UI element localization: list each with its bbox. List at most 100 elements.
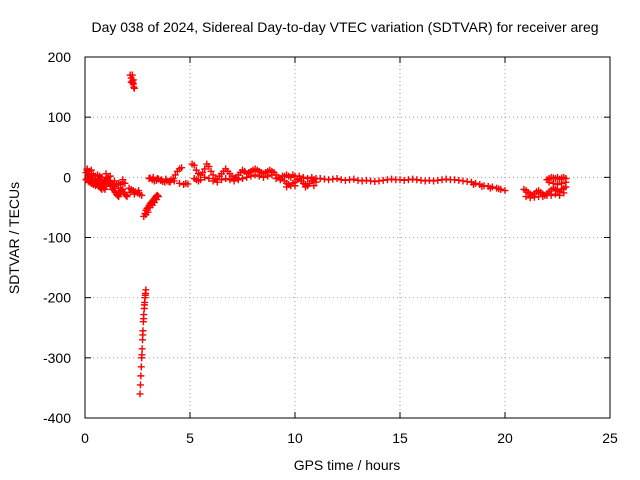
- x-tick-label: 25: [602, 430, 618, 446]
- data-point: [560, 189, 568, 197]
- data-point: [308, 173, 316, 181]
- data-point: [140, 315, 148, 323]
- data-point: [562, 178, 570, 186]
- data-point: [201, 173, 209, 181]
- data-point: [310, 182, 318, 190]
- data-point: [478, 182, 486, 190]
- grid: [85, 57, 610, 418]
- data-point: [302, 183, 309, 191]
- data-point: [137, 363, 145, 371]
- chart-title: Day 038 of 2024, Sidereal Day-to-day VTE…: [91, 19, 598, 35]
- data-point: [190, 161, 198, 169]
- data-point: [251, 171, 259, 179]
- data-point: [152, 196, 160, 204]
- data-point: [243, 173, 251, 181]
- data-point: [207, 167, 215, 175]
- data-point: [115, 179, 123, 187]
- data-point: [556, 191, 564, 199]
- data-point: [102, 170, 110, 178]
- data-point: [222, 175, 230, 183]
- data-point: [130, 84, 138, 92]
- data-point: [94, 171, 102, 179]
- data-point: [119, 176, 127, 184]
- ticks: 0 5 10 15 20 25 -400 -300 -200 -100 0 100 200: [43, 49, 618, 446]
- data-point: [121, 179, 129, 187]
- data-point: [140, 301, 148, 309]
- y-tick-label: 0: [63, 169, 71, 185]
- data-point: [85, 173, 93, 181]
- data-point: [89, 181, 97, 189]
- data-point: [209, 171, 217, 179]
- x-tick-label: 10: [287, 430, 303, 446]
- data-point: [239, 175, 246, 183]
- data-point: [554, 181, 561, 189]
- data-point: [153, 175, 161, 183]
- data-point: [141, 291, 149, 299]
- data-points: [82, 71, 570, 398]
- data-point: [205, 163, 213, 171]
- data-point: [162, 175, 170, 183]
- data-point: [268, 171, 276, 179]
- data-point: [226, 176, 234, 184]
- data-point: [139, 331, 147, 339]
- y-tick-label: -300: [43, 350, 71, 366]
- data-point: [136, 381, 144, 389]
- data-point: [230, 177, 238, 185]
- data-point: [127, 78, 135, 86]
- data-point: [149, 173, 157, 181]
- data-point: [295, 172, 303, 180]
- data-point: [199, 169, 207, 177]
- data-point: [106, 172, 114, 180]
- data-point: [122, 191, 130, 199]
- y-tick-label: -200: [43, 290, 71, 306]
- data-point: [350, 175, 358, 183]
- data-point: [247, 172, 255, 180]
- data-point: [283, 183, 291, 191]
- data-point: [209, 177, 217, 185]
- data-point: [192, 166, 200, 174]
- data-point: [218, 176, 225, 184]
- data-point: [276, 176, 284, 184]
- data-point: [135, 187, 143, 195]
- data-point: [87, 166, 95, 174]
- y-tick-label: -100: [43, 230, 71, 246]
- data-point: [170, 177, 178, 185]
- y-axis-label: SDTVAR / TECUs: [6, 182, 22, 294]
- data-point: [291, 182, 299, 190]
- data-point: [558, 179, 566, 187]
- data-point: [272, 175, 280, 183]
- data-point: [260, 173, 267, 181]
- data-point: [128, 71, 136, 79]
- data-point: [176, 179, 183, 187]
- data-point: [98, 173, 106, 181]
- data-point: [264, 172, 272, 180]
- data-point: [545, 178, 553, 186]
- data-point: [136, 390, 144, 398]
- data-point: [495, 185, 503, 193]
- data-point: [486, 184, 494, 192]
- data-point: [304, 175, 312, 183]
- data-point: [197, 176, 204, 184]
- data-point: [130, 190, 138, 198]
- data-point: [138, 191, 146, 199]
- data-point: [138, 351, 146, 359]
- x-tick-label: 0: [81, 430, 89, 446]
- data-point: [106, 181, 114, 189]
- data-point: [171, 171, 179, 179]
- data-point: [201, 165, 209, 173]
- data-point: [501, 187, 509, 195]
- data-point: [123, 193, 131, 201]
- data-point: [153, 191, 161, 199]
- x-axis-label: GPS time / hours: [294, 457, 401, 473]
- x-tick-label: 20: [497, 430, 513, 446]
- y-tick-label: -400: [43, 410, 71, 426]
- data-point: [137, 372, 145, 380]
- y-tick-label: 100: [48, 109, 72, 125]
- data-point: [547, 191, 555, 199]
- data-point: [551, 190, 559, 198]
- data-point: [166, 178, 174, 186]
- data-point: [213, 178, 221, 186]
- data-point: [184, 180, 192, 188]
- data-point: [144, 208, 152, 216]
